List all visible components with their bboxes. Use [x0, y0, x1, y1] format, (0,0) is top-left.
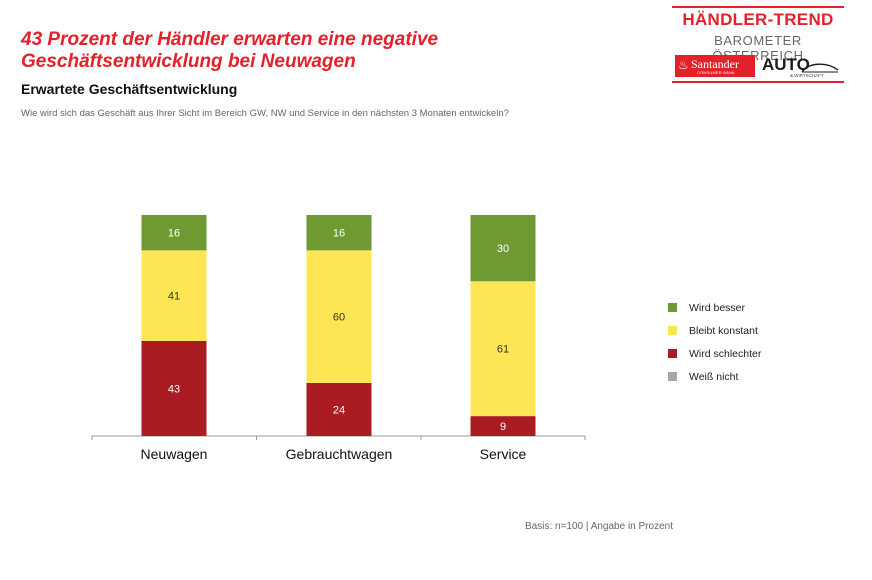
legend-swatch: [668, 303, 677, 312]
brand-rule-bottom: [672, 81, 844, 83]
bar-segment: [306, 215, 372, 251]
legend-label: Bleibt konstant: [689, 324, 758, 337]
x-tick-label: Gebrauchtwagen: [286, 446, 393, 462]
legend-swatch: [668, 349, 677, 358]
bar-value-label: 43: [168, 383, 180, 395]
footnote: Basis: n=100 | Angabe in Prozent: [525, 521, 673, 532]
bar-value-label: 60: [333, 312, 345, 324]
legend-item: Bleibt konstant: [668, 319, 761, 342]
bar-value-label: 30: [497, 243, 509, 255]
bar-segment: [306, 382, 372, 436]
bar-value-label: 24: [333, 404, 345, 416]
bar-value-label: 41: [168, 291, 180, 303]
legend-item: Weiß nicht: [668, 365, 761, 388]
legend-swatch: [668, 372, 677, 381]
brand-logo-block: HÄNDLER-TREND BAROMETER ÖSTERREICH ♨ San…: [672, 6, 844, 86]
brand-title: HÄNDLER-TREND: [682, 10, 834, 29]
bar-value-label: 9: [500, 421, 506, 433]
legend-swatch: [668, 326, 677, 335]
legend-label: Wird schlechter: [689, 347, 762, 360]
bar-segment: [470, 416, 536, 436]
bar-segment: [306, 250, 372, 383]
auto-tagline: & WIRTSCHAFT: [790, 73, 824, 78]
survey-question: Wie wird sich das Geschäft aus Ihrer Sic…: [21, 108, 509, 119]
chart-legend: Wird besser Bleibt konstant Wird schlechte…: [668, 296, 761, 388]
auto-logo: AUTO: [762, 55, 810, 74]
legend-label: Weiß nicht: [689, 370, 739, 383]
x-tick-label: Service: [480, 446, 527, 462]
legend-item: Wird schlechter: [668, 342, 761, 365]
chart-subtitle: Erwartete Geschäftsentwicklung: [21, 81, 238, 97]
x-tick-label: Neuwagen: [141, 446, 208, 462]
bar-segment: [470, 281, 536, 417]
car-icon: [801, 63, 839, 73]
bar-segment: [141, 250, 207, 341]
bar-value-label: 61: [497, 344, 509, 356]
bar-segment: [141, 215, 207, 251]
santander-tagline: CONSUMER BANK: [697, 70, 735, 75]
headline: 43 Prozent der Händler erwarten eine neg…: [21, 29, 439, 72]
bar-value-label: 16: [333, 228, 345, 240]
santander-name: Santander: [691, 57, 739, 71]
santander-logo: ♨ Santander CONSUMER BANK: [675, 55, 755, 77]
brand-rule-top: [672, 6, 844, 8]
legend-item: Wird besser: [668, 296, 761, 319]
bar-value-label: 16: [168, 228, 180, 240]
bar-segment: [470, 215, 536, 282]
legend-label: Wird besser: [689, 301, 746, 314]
bar-segment: [141, 340, 207, 436]
flame-icon: ♨: [678, 58, 689, 72]
